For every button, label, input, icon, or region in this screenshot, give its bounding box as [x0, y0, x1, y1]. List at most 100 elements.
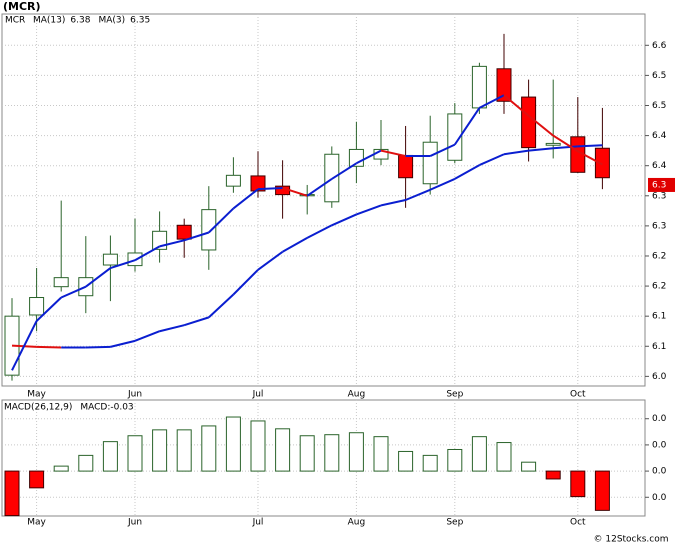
y-tick-label: 6.3	[652, 191, 666, 201]
x-tick-label: Jul	[252, 390, 264, 400]
footer: © 12Stocks.com	[594, 535, 669, 545]
macd-bar	[521, 461, 537, 472]
macd-bar	[471, 436, 487, 472]
candle-body	[545, 142, 561, 146]
macd-bar	[29, 470, 45, 489]
x-tick-label: Jun	[127, 390, 142, 400]
candle-body	[176, 224, 192, 240]
legend-name: MACD:	[80, 403, 110, 413]
moving-average	[232, 188, 259, 210]
macd-bar	[299, 435, 315, 472]
x-tick-label: May	[27, 518, 46, 528]
moving-average	[282, 187, 308, 197]
macd-bar	[496, 442, 512, 472]
candle-body	[398, 154, 414, 179]
moving-average	[331, 162, 357, 180]
x-tick-label: Aug	[348, 518, 366, 528]
last-price-label: 6.3	[652, 180, 666, 190]
moving-average	[36, 345, 62, 349]
moving-average	[380, 149, 406, 158]
moving-average	[35, 296, 62, 322]
y-tick-label: 6.2	[652, 282, 666, 292]
candle-body	[521, 96, 537, 149]
y-tick-label: 6.4	[652, 161, 667, 171]
macd-bar	[324, 434, 340, 472]
macd-bar	[594, 470, 610, 511]
moving-average	[528, 147, 554, 152]
candle-body	[471, 65, 487, 109]
macd-bar	[102, 441, 118, 472]
moving-average	[380, 199, 406, 207]
moving-average	[282, 237, 308, 253]
candle-body	[496, 68, 512, 102]
macd-bar	[447, 448, 463, 472]
moving-average	[306, 224, 333, 239]
macd-bar	[250, 420, 266, 472]
moving-average	[85, 345, 111, 349]
moving-average	[183, 231, 210, 242]
moving-average	[159, 324, 185, 333]
candle-body	[102, 253, 118, 266]
moving-average	[232, 269, 259, 296]
moving-average	[159, 239, 185, 248]
last-price-badge	[648, 177, 675, 192]
y-tick-label: 0.0	[652, 493, 667, 503]
legend-value: 6.38	[70, 16, 90, 26]
moving-average	[453, 107, 481, 146]
candle-body	[225, 174, 241, 187]
moving-average	[331, 213, 357, 227]
moving-average	[429, 143, 456, 157]
moving-average	[356, 204, 382, 216]
moving-average	[553, 145, 578, 150]
moving-average	[503, 94, 530, 117]
macd-bar	[78, 454, 94, 472]
macd-bar	[176, 429, 192, 472]
macd-frame	[1, 399, 646, 517]
y-tick-label: 0.0	[652, 414, 667, 424]
x-tick-label: Sep	[446, 518, 463, 528]
price-frame	[1, 13, 646, 387]
legend-name: MACD(26,12,9)	[4, 403, 72, 413]
y-tick-label: 6.5	[652, 71, 666, 81]
legend-value: -0.03	[110, 403, 133, 413]
moving-average	[478, 153, 505, 167]
y-tick-label: 6.2	[652, 251, 666, 261]
moving-average	[454, 164, 480, 180]
moving-average	[552, 134, 579, 153]
moving-average	[134, 330, 160, 342]
legend-name: MA(13)	[33, 16, 65, 26]
y-tick-label: 0.0	[652, 467, 667, 477]
moving-average	[110, 339, 136, 348]
macd-bar	[348, 432, 364, 472]
x-tick-label: Oct	[570, 518, 586, 528]
moving-average	[183, 316, 210, 327]
moving-average	[577, 144, 603, 148]
moving-average	[85, 267, 112, 288]
x-tick-label: May	[27, 390, 46, 400]
x-tick-label: Jun	[127, 518, 142, 528]
macd-bar	[127, 435, 143, 472]
macd-bar	[152, 429, 168, 472]
x-tick-label: Sep	[446, 390, 463, 400]
moving-average	[306, 178, 333, 197]
moving-average	[429, 178, 456, 191]
candle-body	[447, 113, 463, 161]
x-tick-label: Aug	[348, 390, 366, 400]
moving-average	[527, 114, 554, 137]
macd-bar	[422, 454, 438, 472]
candle-body	[594, 147, 610, 179]
moving-average	[577, 150, 603, 166]
y-tick-label: 6.5	[652, 101, 666, 111]
candle-body	[422, 141, 438, 185]
legend-symbol: MCR	[5, 16, 25, 26]
y-tick-label: 6.6	[652, 41, 667, 51]
candle-body	[53, 277, 69, 288]
moving-average	[11, 320, 38, 371]
y-tick-label: 6.1	[652, 342, 666, 352]
moving-average	[110, 259, 136, 269]
macd-bar	[398, 450, 414, 472]
moving-average	[405, 188, 431, 201]
x-tick-label: Oct	[570, 390, 586, 400]
macd-bar	[4, 470, 20, 517]
moving-average	[208, 293, 235, 319]
